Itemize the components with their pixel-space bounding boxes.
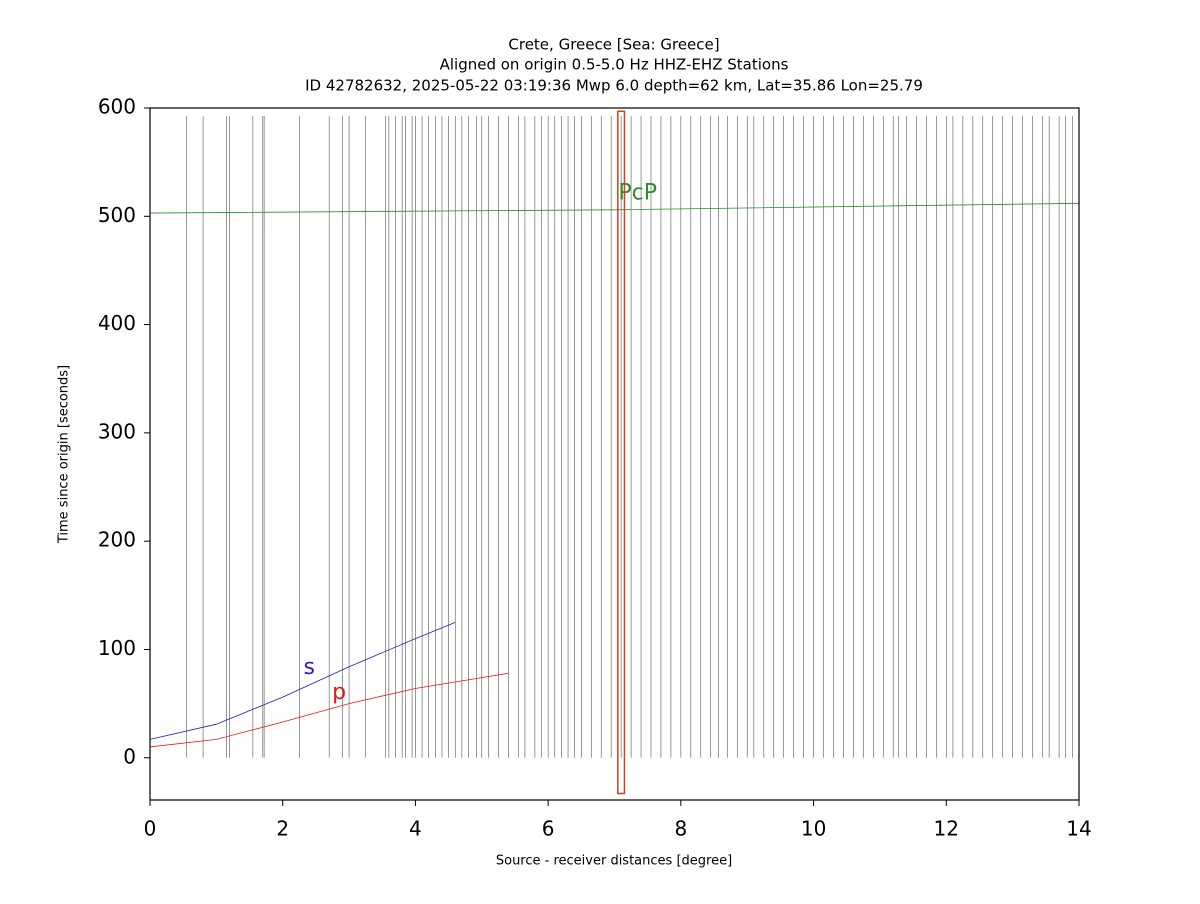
y-tick-label: 0: [123, 744, 136, 768]
x-tick-label: 2: [276, 817, 289, 841]
x-tick-label: 14: [1066, 817, 1091, 841]
y-axis-label: Time since origin [seconds]: [57, 365, 72, 544]
phase-curve: [149, 622, 456, 740]
y-tick-label: 200: [98, 528, 136, 552]
x-tick-label: 4: [409, 817, 422, 841]
phase-label: s: [304, 655, 315, 680]
y-tick-label: 300: [98, 419, 136, 443]
x-axis-label: Source - receiver distances [degree]: [496, 854, 732, 869]
plot-frame: [149, 107, 1080, 801]
y-tick-label: 400: [98, 311, 136, 335]
x-tick-label: 8: [674, 817, 687, 841]
y-tick-label: 100: [98, 636, 136, 660]
phase-curve: [149, 202, 1080, 214]
highlight-box: [617, 110, 626, 795]
x-tick-label: 10: [801, 817, 826, 841]
chart-title: Crete, Greece [Sea: Greece]: [508, 36, 719, 54]
chart-subtitle: ID 42782632, 2025-05-22 03:19:36 Mwp 6.0…: [305, 77, 923, 95]
x-tick-label: 12: [934, 817, 959, 841]
phase-label: p: [332, 680, 346, 705]
x-tick-label: 6: [542, 817, 555, 841]
y-tick-label: 600: [98, 95, 136, 119]
chart-subtitle: Aligned on origin 0.5-5.0 Hz HHZ-EHZ Sta…: [440, 56, 789, 74]
x-tick-label: 0: [144, 817, 157, 841]
phase-curve: [149, 672, 509, 748]
y-tick-label: 500: [98, 203, 136, 227]
